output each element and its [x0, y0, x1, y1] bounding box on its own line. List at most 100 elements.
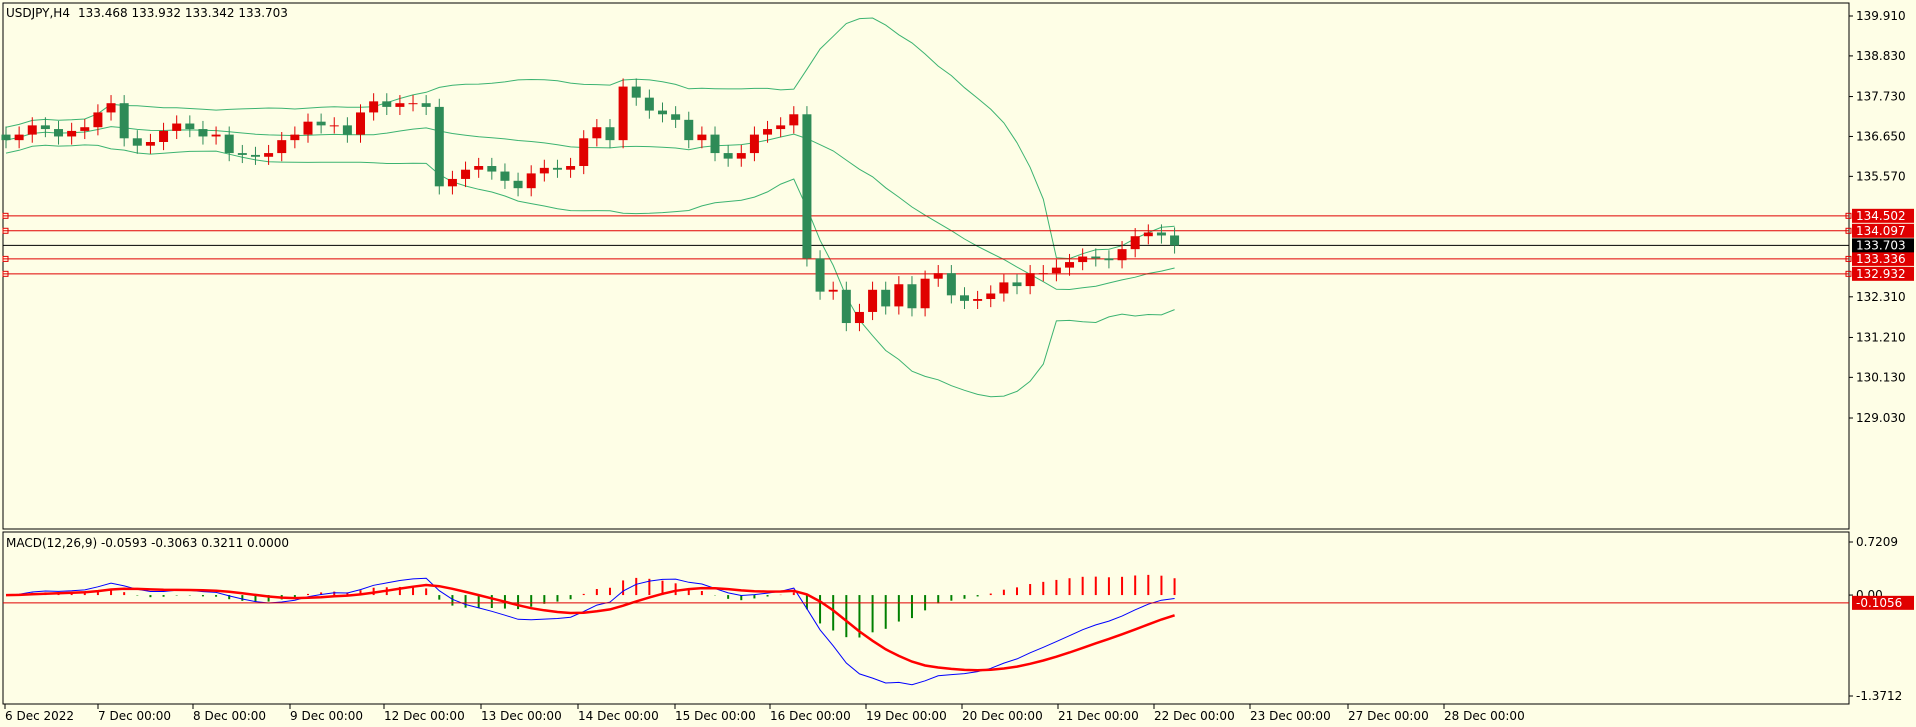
level-anchor-right[interactable] [1845, 270, 1852, 277]
bull-candle [1117, 249, 1127, 261]
bear-candle [132, 138, 142, 146]
bull-candle [526, 173, 536, 189]
level-tag [1852, 266, 1914, 281]
bull-candle [461, 169, 471, 179]
bull-candle [303, 121, 313, 135]
bear-candle [815, 258, 825, 292]
macd-indicator [5, 574, 1176, 686]
bull-candle [1051, 267, 1061, 274]
bull-candle [986, 293, 996, 300]
bear-candle [723, 153, 733, 159]
time-tick-label: 13 Dec 00:00 [481, 709, 562, 723]
bull-candle [474, 166, 484, 170]
bear-candle [250, 154, 260, 157]
bear-candle [382, 101, 392, 107]
level-anchor-right[interactable] [1845, 227, 1852, 234]
bear-candle [1, 134, 11, 141]
bull-candle [618, 86, 628, 141]
bear-candle [237, 153, 247, 155]
macd-tick-label: 0.7209 [1856, 535, 1898, 549]
bull-candle [80, 127, 90, 131]
price-tick-label: 135.570 [1856, 169, 1906, 183]
bull-candle [145, 141, 155, 146]
time-tick-label: 28 Dec 00:00 [1444, 709, 1525, 723]
bear-candle [1156, 232, 1166, 236]
time-tick-label: 15 Dec 00:00 [675, 709, 756, 723]
bull-candle [789, 114, 799, 126]
time-tick-label: 23 Dec 00:00 [1250, 709, 1331, 723]
level-anchor-left[interactable] [2, 255, 9, 262]
bear-candle [198, 129, 208, 137]
bear-candle [684, 119, 694, 141]
time-tick-label: 21 Dec 00:00 [1058, 709, 1139, 723]
price-tick-label: 138.830 [1856, 49, 1906, 63]
macd-signal-line [5, 583, 1175, 672]
macd-panel-frame [2, 531, 1850, 705]
level-anchor-right[interactable] [1845, 212, 1852, 219]
bull-candle [776, 125, 786, 130]
time-tick-label: 8 Dec 00:00 [193, 709, 266, 723]
time-tick-label: 12 Dec 00:00 [384, 709, 465, 723]
bear-candle [946, 273, 956, 296]
level-anchor-right[interactable] [1845, 255, 1852, 262]
bear-candle [434, 106, 444, 187]
bear-candle [1104, 258, 1114, 261]
bear-candle [605, 127, 615, 141]
bear-candle [500, 171, 510, 181]
macd-level-tag [1852, 595, 1914, 610]
time-tick-label: 14 Dec 00:00 [578, 709, 659, 723]
bear-candle [487, 166, 497, 172]
bull-candle [933, 273, 943, 279]
time-tick-label: 20 Dec 00:00 [962, 709, 1043, 723]
candlesticks [1, 78, 1180, 332]
bear-candle [552, 167, 562, 170]
bull-candle [67, 130, 77, 137]
bull-candle [973, 299, 983, 301]
level-tag [1852, 208, 1914, 223]
bollinger-lower-band [5, 144, 1175, 398]
time-tick-label: 27 Dec 00:00 [1348, 709, 1429, 723]
price-panel-frame [2, 2, 1850, 530]
bull-candle [27, 125, 37, 135]
bull-candle [159, 130, 169, 142]
bull-candle [408, 103, 418, 105]
bear-candle [224, 134, 234, 154]
level-tag [1852, 251, 1914, 266]
bull-candle [290, 134, 300, 141]
bull-candle [749, 134, 759, 154]
level-tag [1852, 223, 1914, 238]
bull-candle [868, 289, 878, 312]
bear-candle [342, 125, 352, 135]
macd-tick-label: -1.3712 [1856, 689, 1902, 703]
ohlc-label: 133.468 133.932 133.342 133.703 [78, 6, 288, 20]
level-anchor-left[interactable] [2, 212, 9, 219]
bull-candle [447, 178, 457, 187]
price-tick-label: 131.210 [1856, 330, 1906, 344]
bear-candle [841, 289, 851, 324]
bull-candle [1038, 273, 1048, 275]
bull-candle [1143, 232, 1153, 237]
bull-candle [106, 103, 116, 113]
bull-candle [329, 125, 339, 127]
macd-label: MACD(12,26,9) -0.0593 -0.3063 0.3211 0.0… [6, 536, 289, 550]
time-tick-label: 22 Dec 00:00 [1154, 709, 1235, 723]
bull-candle [264, 153, 274, 157]
symbol-label: USDJPY,H4 [6, 6, 70, 20]
bull-candle [920, 278, 930, 309]
bear-candle [710, 134, 720, 154]
price-tick-label: 129.030 [1856, 411, 1906, 425]
bull-candle [277, 140, 287, 154]
bull-candle [736, 153, 746, 159]
price-tick-label: 132.310 [1856, 290, 1906, 304]
bear-candle [1170, 235, 1180, 246]
time-axis: 6 Dec 2022 7 Dec 00:00 8 Dec 00:00 9 Dec 00… [4, 704, 1525, 723]
bull-candle [763, 129, 773, 135]
level-anchor-left[interactable] [2, 227, 9, 234]
price-axis: 139.910 138.830 137.730 136.650 135.570 132.3… [1849, 9, 1906, 425]
bull-candle [999, 282, 1009, 294]
level-anchor-left[interactable] [2, 270, 9, 277]
level-tag-label: 132.932 [1856, 267, 1906, 281]
